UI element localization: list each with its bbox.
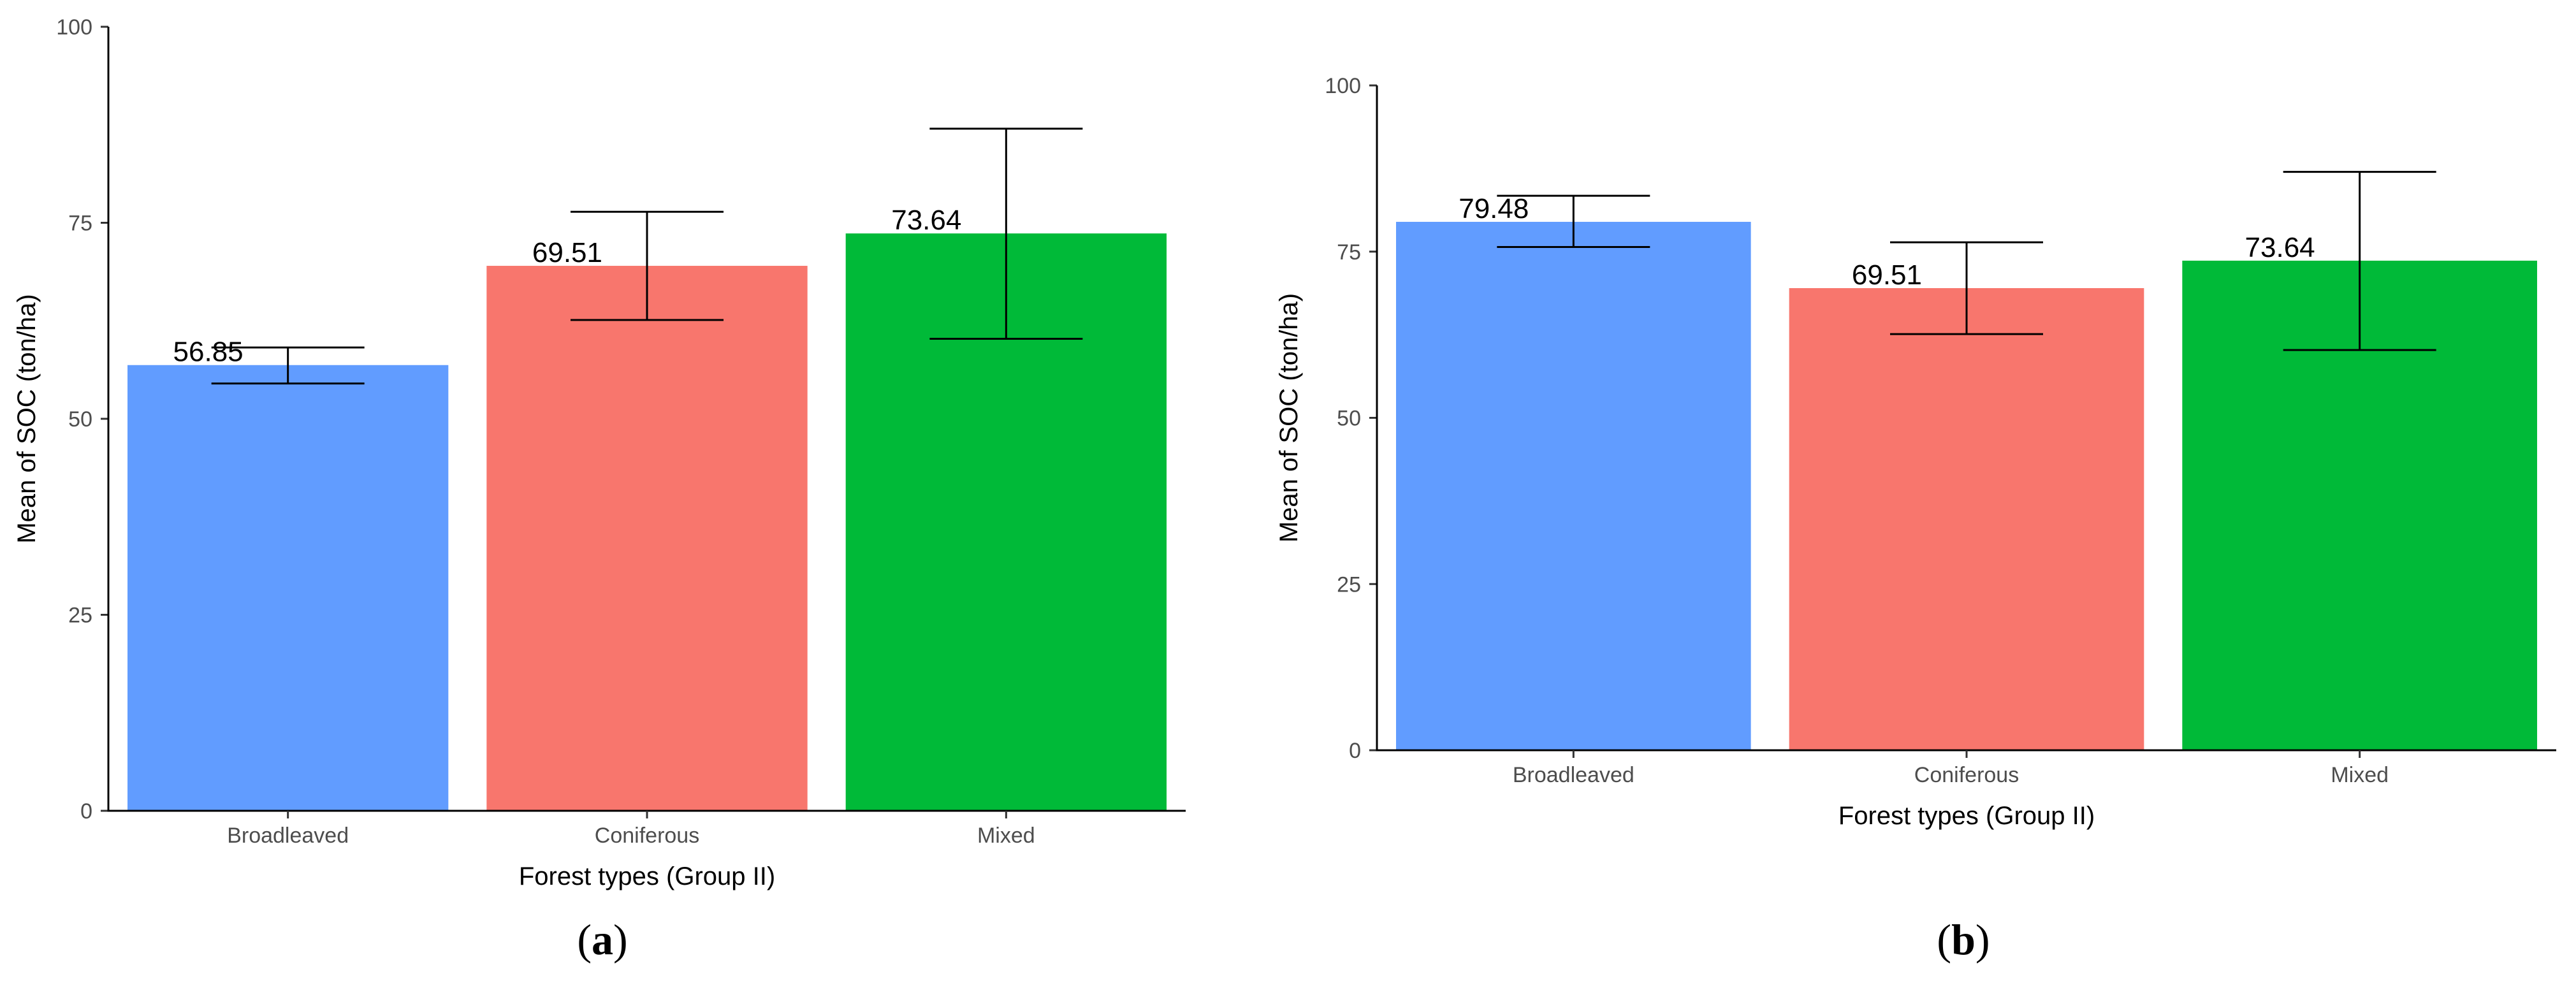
chart-panel-a: 0 25 50 75 100 56.85 69.51 73.64 Broadleaved Coni… bbox=[13, 15, 1186, 964]
y-axis-title: Mean of SOC (ton/ha) bbox=[13, 294, 41, 543]
error-bar-coniferous bbox=[1890, 241, 2043, 335]
y-tick-label: 0 bbox=[1349, 739, 1361, 763]
error-bar-mixed bbox=[929, 127, 1083, 340]
x-tick-label: Mixed bbox=[977, 824, 1035, 848]
y-tick-label: 75 bbox=[1337, 240, 1361, 265]
bar-broadleaved bbox=[127, 365, 449, 811]
y-tick-label: 100 bbox=[1325, 74, 1361, 98]
error-bar-broadleaved bbox=[211, 346, 365, 385]
x-tick-label: Mixed bbox=[2331, 763, 2389, 787]
x-axis-title: Forest types (Group II) bbox=[1838, 802, 2095, 830]
bar-coniferous bbox=[486, 266, 808, 811]
y-tick-label: 75 bbox=[68, 212, 92, 236]
bar-coniferous bbox=[1789, 288, 2144, 750]
y-tick-label: 0 bbox=[80, 799, 92, 824]
x-axis-title: Forest types (Group II) bbox=[519, 862, 775, 890]
x-tick-label: Coniferous bbox=[1914, 763, 2019, 787]
panel-caption: (a) bbox=[577, 915, 627, 964]
error-bar-broadleaved bbox=[1497, 194, 1650, 248]
data-label: 73.64 bbox=[2245, 232, 2315, 263]
y-tick-label: 50 bbox=[68, 407, 92, 432]
y-tick-label: 25 bbox=[68, 604, 92, 628]
panel-caption-letter: b bbox=[1951, 915, 1976, 964]
data-label: 69.51 bbox=[532, 237, 602, 268]
y-tick-label: 25 bbox=[1337, 572, 1361, 597]
data-label: 79.48 bbox=[1459, 193, 1529, 224]
y-tick-label: 100 bbox=[56, 15, 92, 40]
error-bar-mixed bbox=[2283, 171, 2436, 351]
bar-broadleaved bbox=[1396, 222, 1751, 751]
x-tick-label: Broadleaved bbox=[227, 824, 349, 848]
panel-caption-letter: a bbox=[592, 915, 613, 964]
data-label: 69.51 bbox=[1852, 259, 1922, 291]
y-axis-title: Mean of SOC (ton/ha) bbox=[1275, 293, 1303, 542]
data-label: 73.64 bbox=[891, 205, 961, 236]
panel-caption: (b) bbox=[1937, 915, 1990, 964]
y-tick-label: 50 bbox=[1337, 407, 1361, 431]
x-tick-label: Broadleaved bbox=[1513, 763, 1634, 787]
data-label: 56.85 bbox=[173, 337, 244, 368]
error-bar-coniferous bbox=[571, 210, 724, 321]
x-tick-label: Coniferous bbox=[595, 824, 699, 848]
chart-panel-b: 0 25 50 75 100 79.48 69.51 73.64 Broadleaved Coni… bbox=[1275, 74, 2556, 964]
